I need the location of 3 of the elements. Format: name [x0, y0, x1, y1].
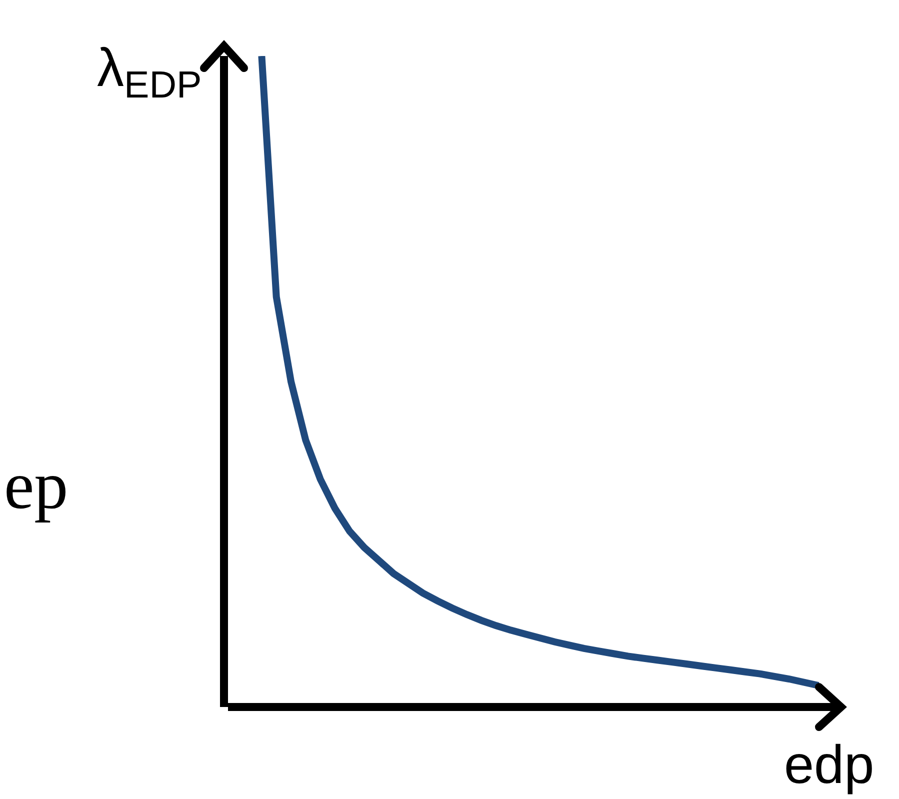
- y-axis-title: λ$_{EDP}$: [97, 38, 202, 106]
- x-axis-title: edp: [784, 735, 874, 795]
- text: ep: [4, 447, 68, 523]
